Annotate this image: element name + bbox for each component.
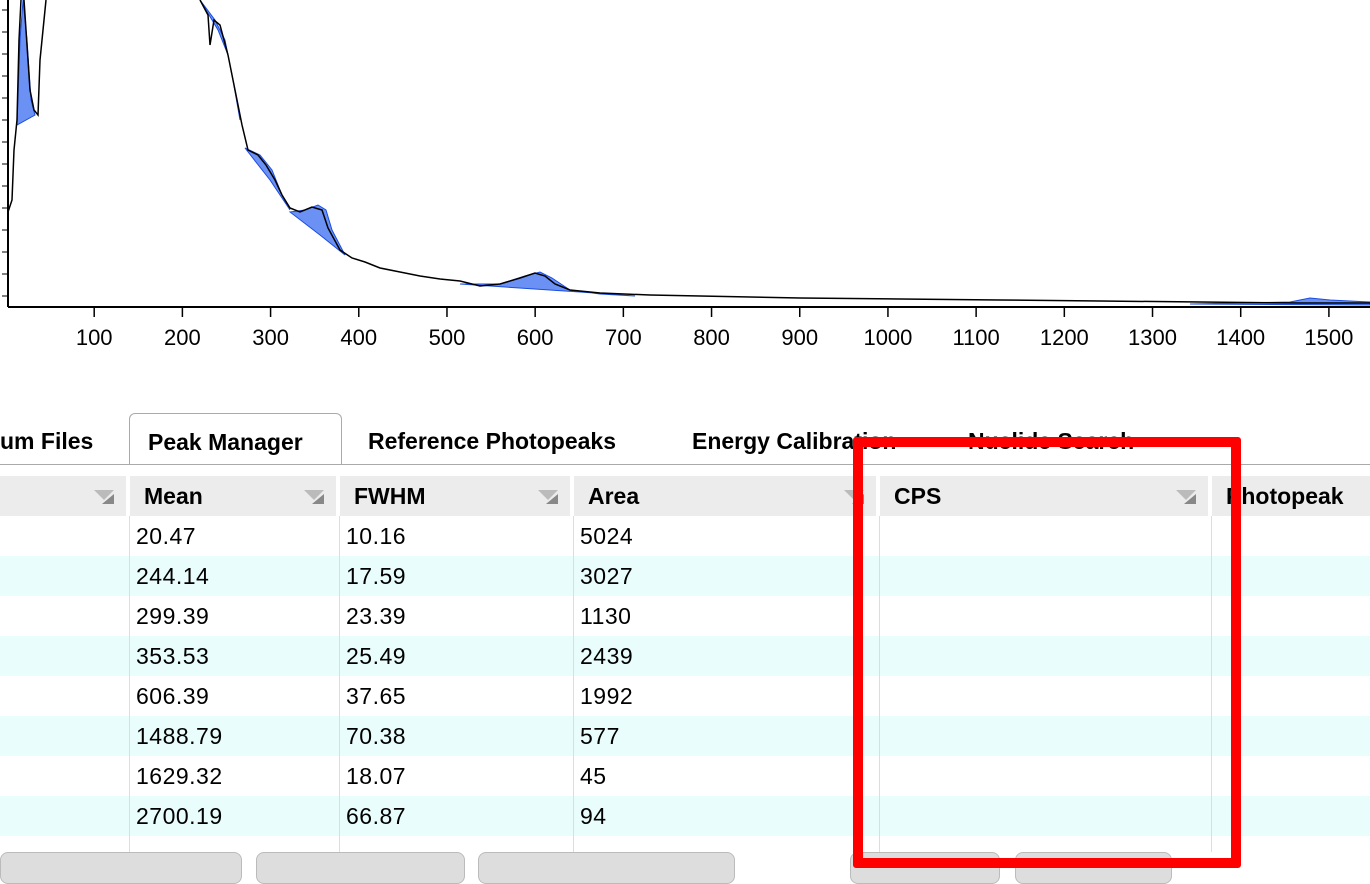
table-cell: 94 — [580, 803, 607, 829]
table-row[interactable] — [0, 516, 1370, 556]
table-cell: 3027 — [580, 563, 634, 589]
table-row[interactable] — [0, 676, 1370, 716]
x-tick-label: 1500 — [1304, 325, 1353, 350]
peak-fill — [288, 204, 346, 256]
x-tick-label: 600 — [517, 325, 554, 350]
table-cell: 1629.32 — [136, 763, 223, 789]
table-row[interactable] — [0, 756, 1370, 796]
tab[interactable]: Reference Photopeaks — [368, 428, 616, 454]
tab[interactable]: um Files — [0, 428, 94, 454]
table-cell: 299.39 — [136, 603, 210, 629]
peak-fill — [459, 271, 636, 297]
x-tick-label: 100 — [76, 325, 113, 350]
tab[interactable]: Peak Manager — [129, 413, 342, 465]
table-cell: 1130 — [580, 603, 632, 629]
table-cell: 1992 — [580, 683, 634, 709]
column-separator — [573, 516, 574, 852]
table-cell: 353.53 — [136, 643, 210, 669]
column-separator — [339, 516, 340, 852]
x-tick-label: 200 — [164, 325, 201, 350]
column-header[interactable]: CPS — [880, 476, 1210, 516]
x-tick-label: 300 — [252, 325, 289, 350]
table-cell: 10.16 — [346, 523, 407, 549]
x-tick-label: 700 — [605, 325, 642, 350]
column-header[interactable]: e — [0, 476, 128, 516]
highlight-box — [853, 437, 1241, 868]
x-tick-label: 1300 — [1128, 325, 1177, 350]
x-tick-label: 900 — [781, 325, 818, 350]
column-separator — [129, 516, 130, 852]
table-row[interactable] — [0, 796, 1370, 836]
table-cell: 606.39 — [136, 683, 210, 709]
x-tick-label: 500 — [429, 325, 466, 350]
column-separator — [1211, 516, 1212, 852]
table-row[interactable] — [0, 716, 1370, 756]
sort-icon[interactable] — [92, 488, 116, 506]
x-tick-label: 400 — [340, 325, 377, 350]
button[interactable] — [256, 852, 465, 884]
column-header[interactable]: Area — [574, 476, 878, 516]
x-tick-label: 1100 — [952, 325, 999, 350]
table-cell: 1488.79 — [136, 723, 223, 749]
sort-icon[interactable] — [536, 488, 560, 506]
button[interactable] — [0, 852, 242, 884]
peak-fill — [244, 147, 291, 211]
button[interactable] — [478, 852, 735, 884]
x-tick-label: 1400 — [1216, 325, 1265, 350]
table-cell: 25.49 — [346, 643, 407, 669]
spectrum-line — [7, 0, 1370, 307]
spectrum-chart: 100 200 300 400 500 600 700 800 900 1000 1100 1200 1… — [2, 0, 1370, 350]
table-cell: 17.59 — [346, 563, 407, 589]
x-tick-label: 1200 — [1040, 325, 1089, 350]
x-tick-label: 1000 — [863, 325, 912, 350]
table-row[interactable] — [0, 556, 1370, 596]
table-cell: 18.07 — [346, 763, 407, 789]
table-cell: 37.65 — [346, 683, 407, 709]
x-tick-label: 800 — [693, 325, 730, 350]
table-cell: 66.87 — [346, 803, 407, 829]
column-header[interactable]: FWHM — [340, 476, 572, 516]
tab-divider — [0, 464, 1370, 465]
peak-fill — [199, 0, 241, 121]
table-cell: 45 — [580, 763, 607, 789]
sort-icon[interactable] — [1174, 488, 1198, 506]
table-row[interactable] — [0, 636, 1370, 676]
table-cell: 5024 — [580, 523, 634, 549]
column-separator — [879, 516, 880, 852]
table-cell: 70.38 — [346, 723, 407, 749]
column-header[interactable]: Mean — [130, 476, 338, 516]
table-cell: 2700.19 — [136, 803, 223, 829]
table-cell: 577 — [580, 723, 620, 749]
table-cell: 23.39 — [346, 603, 407, 629]
table-cell: 2439 — [580, 643, 634, 669]
table-row[interactable] — [0, 596, 1370, 636]
table-cell: 244.14 — [136, 563, 210, 589]
table-cell: 20.47 — [136, 523, 197, 549]
sort-icon[interactable] — [302, 488, 326, 506]
